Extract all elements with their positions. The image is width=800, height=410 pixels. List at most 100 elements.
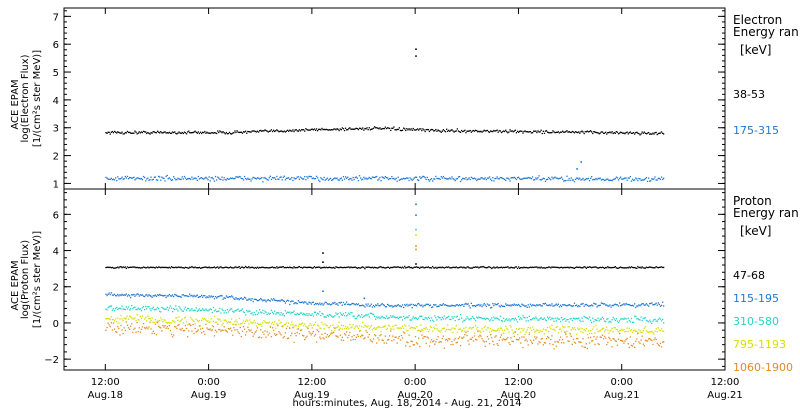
data-point bbox=[494, 303, 496, 305]
data-point bbox=[120, 132, 122, 134]
data-point bbox=[658, 303, 660, 306]
data-point bbox=[184, 295, 187, 297]
data-point bbox=[501, 131, 504, 133]
data-point bbox=[379, 127, 381, 129]
data-point bbox=[565, 266, 567, 269]
data-point bbox=[365, 128, 367, 130]
data-point bbox=[590, 130, 592, 132]
data-point bbox=[471, 130, 474, 132]
data-point bbox=[181, 294, 183, 296]
data-point bbox=[197, 320, 199, 323]
legend-entry: 310-580 bbox=[733, 315, 779, 328]
data-point bbox=[467, 130, 469, 132]
data-point bbox=[635, 267, 637, 269]
data-point bbox=[335, 177, 337, 180]
data-point bbox=[111, 329, 114, 331]
data-point bbox=[534, 317, 536, 320]
data-point bbox=[283, 267, 285, 269]
data-point bbox=[541, 132, 543, 135]
data-point bbox=[158, 175, 160, 177]
data-point bbox=[471, 305, 474, 307]
data-point bbox=[587, 318, 590, 320]
data-point bbox=[520, 178, 522, 181]
data-point bbox=[337, 313, 339, 315]
data-point bbox=[294, 178, 296, 180]
data-point bbox=[179, 132, 181, 134]
data-point bbox=[191, 176, 193, 178]
data-point bbox=[422, 175, 424, 177]
data-point bbox=[297, 300, 299, 302]
data-point bbox=[375, 127, 377, 129]
data-point bbox=[588, 316, 591, 318]
data-point bbox=[268, 332, 270, 334]
data-point bbox=[479, 178, 481, 180]
data-point bbox=[484, 304, 486, 306]
data-point bbox=[177, 132, 179, 134]
data-point bbox=[234, 321, 236, 323]
data-point bbox=[343, 178, 346, 180]
data-point bbox=[195, 307, 197, 309]
data-point bbox=[219, 318, 221, 320]
data-point bbox=[139, 132, 141, 134]
data-point bbox=[485, 340, 487, 343]
data-point bbox=[531, 132, 534, 134]
data-point bbox=[592, 305, 594, 307]
data-point bbox=[340, 324, 342, 327]
data-point bbox=[622, 340, 624, 342]
data-point bbox=[135, 267, 137, 269]
data-point bbox=[147, 295, 149, 297]
data-point bbox=[137, 318, 139, 321]
data-point bbox=[439, 304, 441, 306]
data-point bbox=[165, 132, 167, 134]
data-point bbox=[496, 303, 498, 306]
data-point bbox=[653, 178, 655, 180]
data-point bbox=[198, 320, 201, 322]
data-point bbox=[453, 339, 455, 341]
data-point bbox=[422, 318, 424, 320]
data-point bbox=[416, 179, 419, 181]
data-point bbox=[643, 267, 645, 269]
data-point bbox=[510, 266, 512, 268]
data-point bbox=[264, 321, 266, 323]
data-point bbox=[334, 267, 336, 269]
data-point bbox=[357, 335, 360, 337]
data-point bbox=[640, 179, 642, 182]
data-point bbox=[444, 266, 447, 269]
data-point bbox=[207, 132, 209, 134]
data-point bbox=[433, 130, 435, 132]
data-point bbox=[525, 331, 527, 333]
data-point bbox=[350, 266, 352, 268]
data-point bbox=[334, 301, 336, 304]
data-point bbox=[453, 131, 455, 133]
data-point bbox=[486, 129, 489, 132]
data-point bbox=[567, 266, 569, 268]
data-point bbox=[522, 346, 524, 349]
data-point bbox=[371, 128, 374, 130]
data-point bbox=[515, 338, 518, 341]
data-point bbox=[607, 132, 609, 134]
data-point bbox=[210, 329, 212, 332]
data-point bbox=[500, 177, 503, 179]
data-point bbox=[423, 129, 425, 131]
data-point bbox=[307, 303, 309, 305]
data-point bbox=[153, 295, 155, 297]
data-point bbox=[276, 300, 278, 302]
spike-point bbox=[415, 228, 417, 231]
data-point bbox=[515, 178, 518, 181]
data-point bbox=[607, 178, 609, 180]
data-point bbox=[627, 330, 629, 333]
data-point bbox=[113, 267, 116, 269]
data-point bbox=[383, 304, 385, 306]
data-point bbox=[150, 328, 152, 330]
data-point bbox=[121, 318, 123, 320]
data-point bbox=[592, 132, 594, 135]
data-point bbox=[542, 267, 544, 269]
data-point bbox=[169, 267, 172, 269]
data-point bbox=[331, 267, 333, 269]
data-point bbox=[240, 323, 242, 325]
data-point bbox=[203, 331, 205, 333]
data-point bbox=[407, 329, 409, 332]
data-point bbox=[212, 325, 215, 328]
data-point bbox=[263, 320, 265, 322]
data-point bbox=[629, 330, 631, 332]
